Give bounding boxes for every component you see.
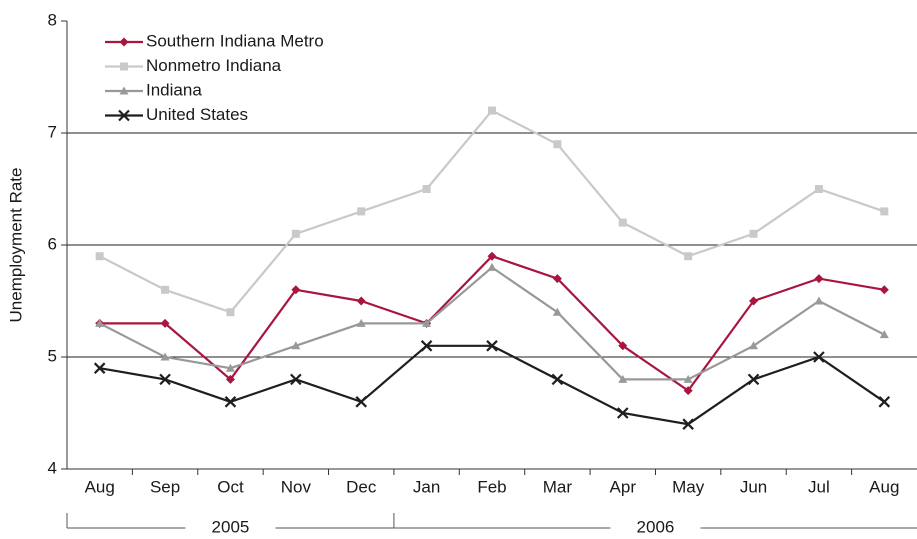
point	[291, 341, 301, 350]
x-tick-label: Nov	[281, 477, 312, 496]
point	[683, 386, 693, 396]
point	[682, 418, 694, 430]
point	[420, 340, 433, 352]
point	[684, 252, 693, 261]
point	[291, 285, 301, 295]
point	[880, 207, 889, 216]
point	[487, 251, 497, 261]
point	[356, 318, 366, 327]
x-tick-label: Aug	[869, 477, 899, 496]
point	[225, 374, 235, 384]
point	[814, 274, 824, 284]
point	[749, 229, 758, 238]
point	[159, 373, 171, 386]
x-tick-label: Aug	[85, 477, 115, 496]
point	[552, 307, 562, 316]
point	[747, 373, 760, 386]
x-tick-label: Jul	[808, 477, 830, 496]
point	[814, 296, 824, 305]
group-label: 2005	[212, 517, 250, 536]
x-tick-label: Dec	[346, 477, 377, 496]
point	[290, 373, 302, 386]
legend-label: Indiana	[146, 80, 202, 99]
point	[814, 185, 823, 193]
point	[486, 340, 498, 352]
legend-label: Southern Indiana Metro	[146, 31, 324, 50]
point	[749, 341, 759, 350]
point	[226, 308, 235, 317]
x-tick-label: Mar	[543, 477, 573, 496]
x-tick-label: Jun	[740, 477, 767, 496]
legend-label: United States	[146, 105, 248, 124]
point	[878, 396, 891, 408]
series-line	[99, 109, 885, 314]
x-tick-label: May	[672, 477, 705, 496]
point	[749, 296, 759, 306]
series-line	[99, 266, 885, 381]
point	[160, 352, 170, 361]
point	[95, 252, 104, 261]
point	[487, 262, 497, 271]
point	[356, 296, 366, 306]
point	[618, 341, 628, 351]
point	[616, 407, 629, 419]
x-tick-label: Sep	[150, 477, 180, 496]
y-tick-label: 6	[48, 234, 57, 253]
point	[161, 285, 170, 294]
x-tick-label: Apr	[610, 477, 637, 496]
point	[224, 396, 237, 408]
point	[879, 285, 889, 295]
group-label: 2006	[637, 517, 675, 536]
y-axis-label: Unemployment Rate	[6, 168, 25, 323]
y-tick-label: 4	[48, 458, 57, 477]
point	[422, 318, 432, 327]
series-line	[99, 254, 885, 393]
point	[225, 363, 235, 372]
point	[618, 374, 628, 383]
x-tick-label: Feb	[477, 477, 506, 496]
point	[879, 330, 889, 339]
point	[553, 140, 562, 149]
point	[95, 318, 105, 327]
y-tick-label: 7	[48, 122, 57, 141]
point	[93, 362, 106, 374]
legend-marker	[120, 62, 128, 71]
legend-marker	[119, 37, 129, 47]
x-tick-label: Jan	[413, 477, 440, 496]
point	[488, 106, 496, 115]
point	[422, 185, 431, 193]
point	[813, 351, 825, 363]
point	[618, 218, 627, 227]
point	[160, 318, 170, 328]
point	[355, 396, 368, 408]
point	[551, 373, 564, 386]
series-line	[99, 344, 885, 426]
y-tick-label: 5	[48, 346, 57, 365]
point	[357, 207, 366, 216]
x-tick-label: Oct	[217, 477, 244, 496]
point	[683, 374, 693, 383]
legend-marker	[118, 109, 130, 122]
point	[552, 274, 562, 284]
point	[291, 229, 300, 238]
y-tick-label: 8	[48, 10, 57, 29]
legend-marker	[119, 86, 129, 95]
legend-label: Nonmetro Indiana	[146, 56, 282, 75]
